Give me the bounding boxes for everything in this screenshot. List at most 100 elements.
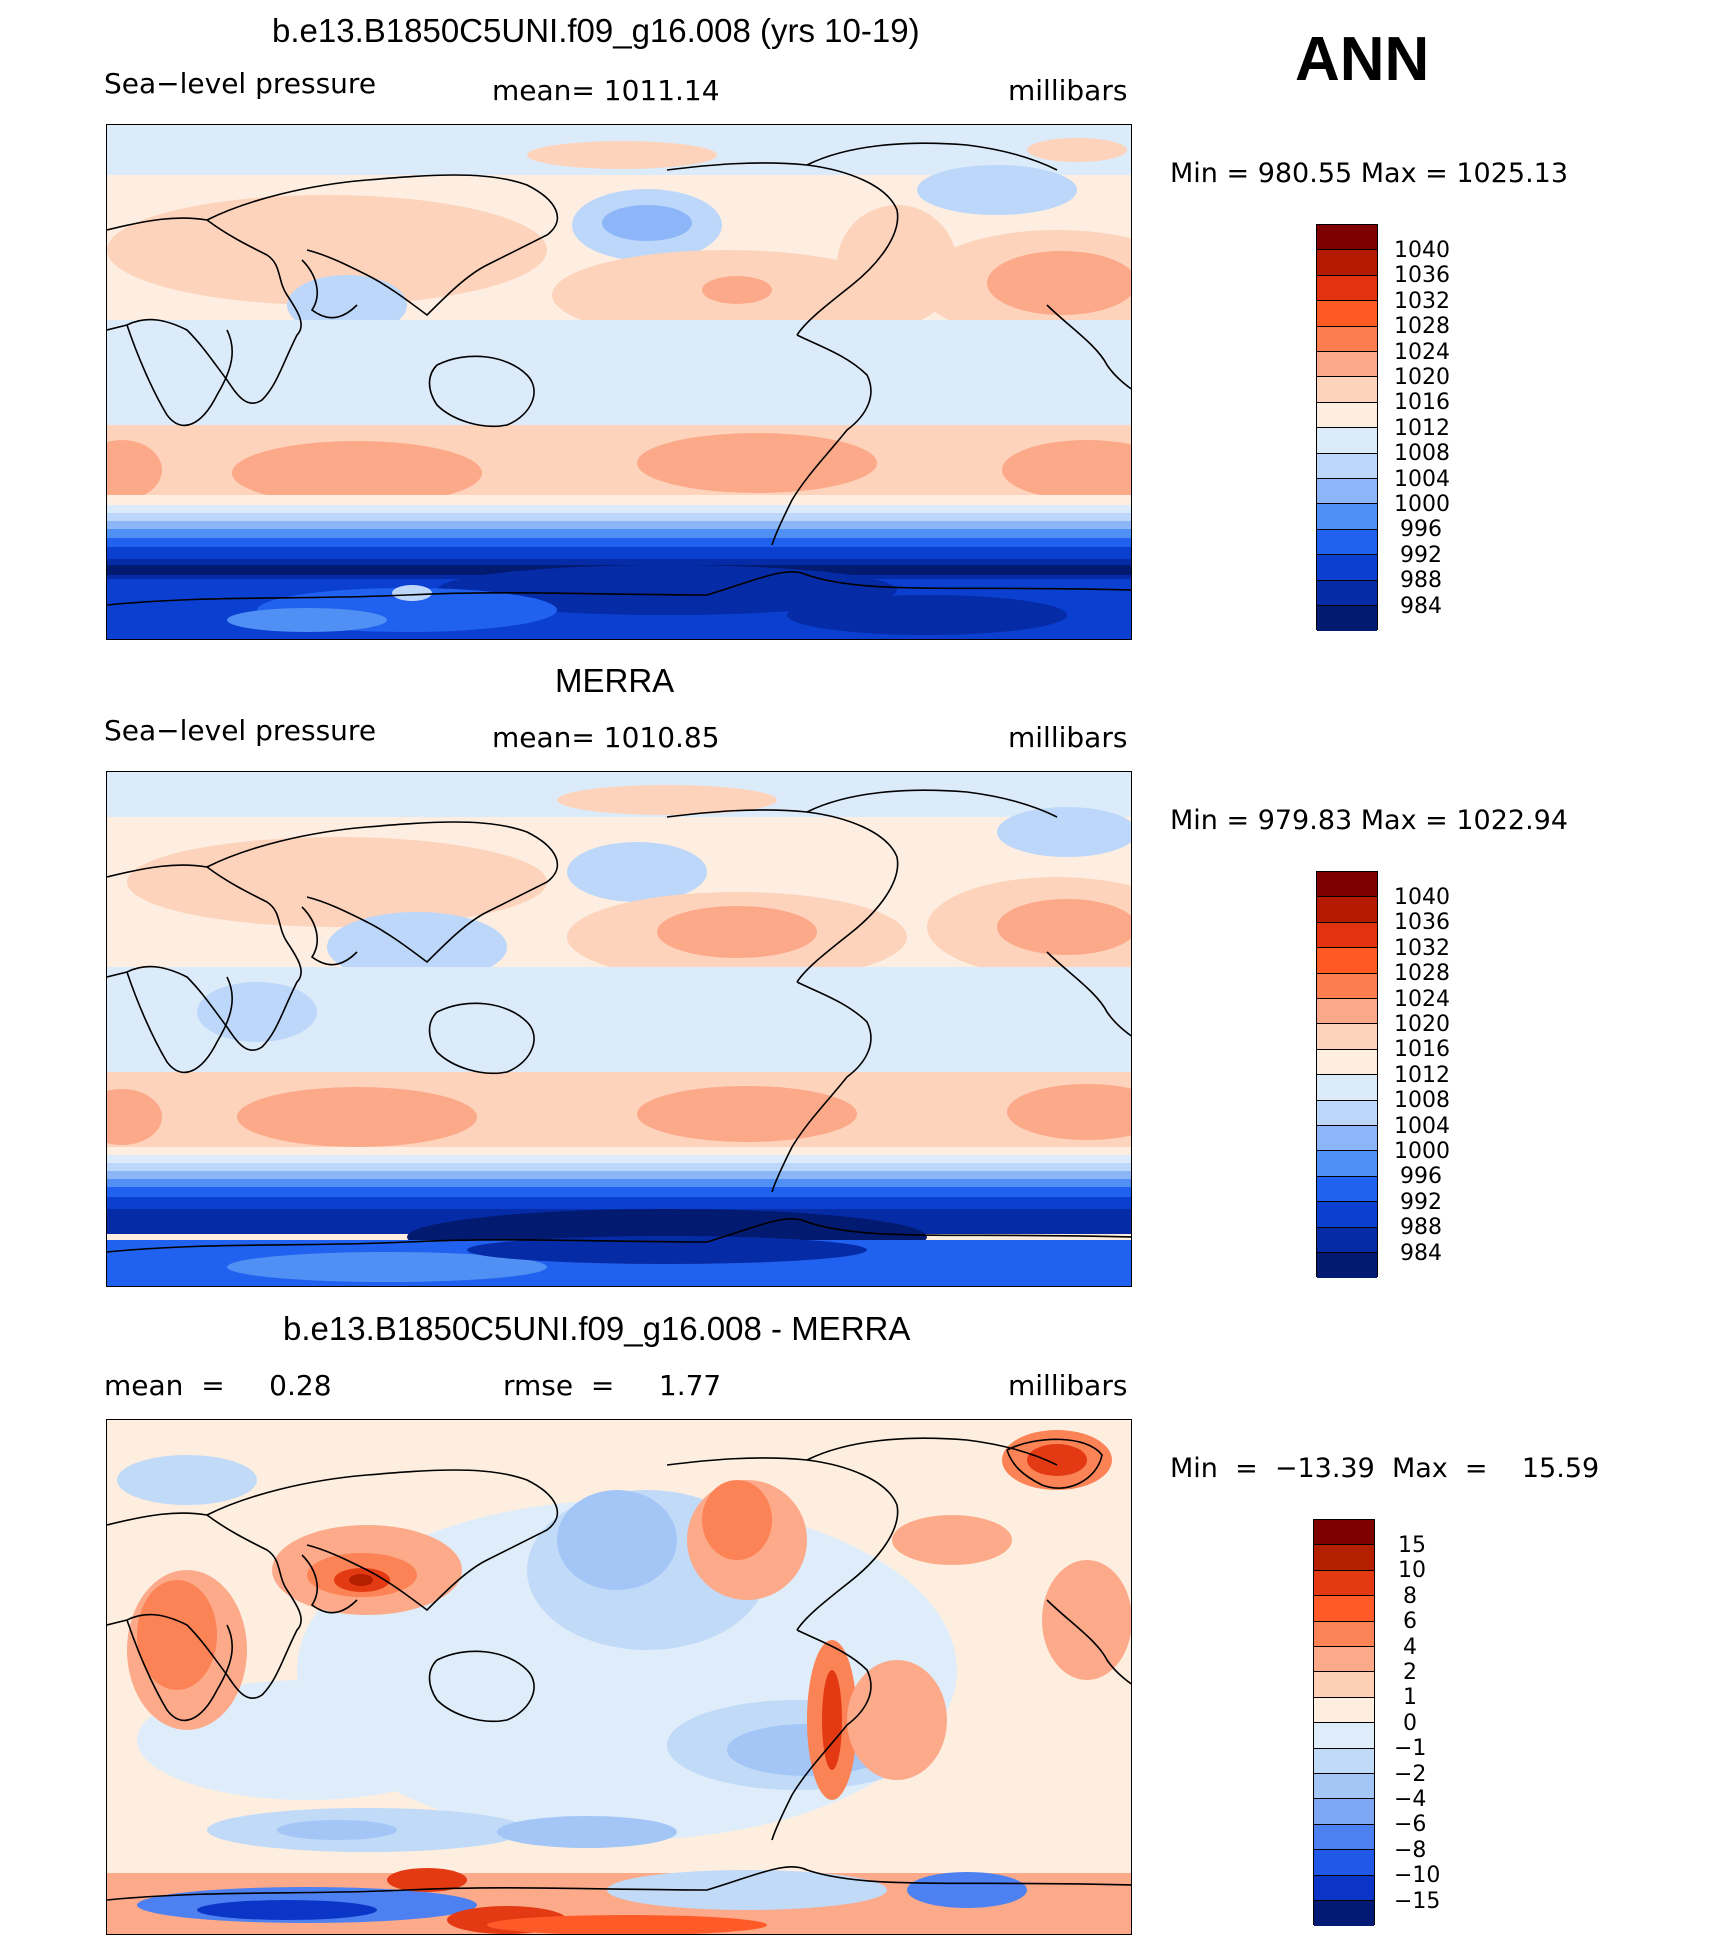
swatch (1317, 1227, 1377, 1253)
colorbar-label: 1032 (1394, 289, 1450, 314)
colorbar-label: 8 (1403, 1584, 1417, 1609)
swatch (1317, 1202, 1377, 1228)
swatch (1314, 1621, 1374, 1647)
swatch (1314, 1901, 1374, 1926)
colorbar-label: 0 (1403, 1711, 1417, 1736)
swatch (1317, 402, 1377, 429)
panel-2-field (107, 772, 1131, 1286)
swatch (1314, 1570, 1374, 1597)
swatch (1317, 275, 1377, 302)
panel-2-mean-label: mean= 1010.85 (492, 721, 720, 754)
swatch (1314, 1697, 1374, 1724)
panel-3-title: b.e13.B1850C5UNI.f09_g16.008 - MERRA (283, 1310, 911, 1347)
panel-1-title: b.e13.B1850C5UNI.f09_g16.008 (yrs 10-19) (272, 12, 920, 49)
panel-1-mean-label: mean= 1011.14 (492, 74, 720, 107)
swatch (1314, 1875, 1374, 1901)
swatch (1317, 922, 1377, 949)
swatch (1314, 1672, 1374, 1698)
panel-1-field (107, 125, 1131, 639)
colorbar-label: 1008 (1394, 1088, 1450, 1113)
colorbar-label: 992 (1400, 1190, 1442, 1215)
colorbar-label: −6 (1394, 1812, 1427, 1837)
panel-2-title: MERRA (555, 662, 675, 699)
panel-1-min-max: Min = 980.55 Max = 1025.13 (1170, 158, 1569, 189)
swatch (1317, 301, 1377, 327)
swatch (1317, 225, 1377, 251)
colorbar-label: −1 (1394, 1736, 1427, 1761)
swatch (1317, 428, 1377, 454)
panel-3-map (106, 1419, 1132, 1935)
swatch (1317, 453, 1377, 479)
swatch (1317, 606, 1377, 631)
swatch (1317, 377, 1377, 403)
swatch (1314, 1596, 1374, 1622)
panel-3-units-label: millibars (1008, 1369, 1128, 1402)
colorbar-label: −10 (1394, 1863, 1441, 1888)
colorbar-label: −8 (1394, 1838, 1427, 1863)
swatch (1317, 1075, 1377, 1101)
swatch (1314, 1545, 1374, 1571)
colorbar-label: 1028 (1394, 314, 1450, 339)
colorbar-label: 1004 (1394, 467, 1450, 492)
swatch (1317, 1024, 1377, 1050)
panel-1-map (106, 124, 1132, 640)
panel-2-map (106, 771, 1132, 1287)
swatch (1314, 1520, 1374, 1546)
colorbar-label: 1012 (1394, 1063, 1450, 1088)
panel-3-colorbar (1313, 1519, 1375, 1926)
colorbar-label: 1012 (1394, 416, 1450, 441)
panel-1-units-label: millibars (1008, 74, 1128, 107)
colorbar-label: 1008 (1394, 441, 1450, 466)
colorbar-label: 988 (1400, 568, 1442, 593)
panel-2-variable-label: Sea−level pressure (104, 714, 377, 747)
panel-1-variable-label: Sea−level pressure (104, 67, 377, 100)
colorbar-label: 1024 (1394, 987, 1450, 1012)
swatch (1317, 326, 1377, 352)
colorbar-label: 1036 (1394, 263, 1450, 288)
colorbar-label: −4 (1394, 1787, 1427, 1812)
colorbar-label: 984 (1400, 594, 1442, 619)
swatch (1317, 948, 1377, 974)
colorbar-label: 1000 (1394, 1139, 1450, 1164)
swatch (1317, 1049, 1377, 1076)
colorbar-label: 984 (1400, 1241, 1442, 1266)
swatch (1317, 479, 1377, 505)
colorbar-label: −15 (1394, 1889, 1441, 1914)
colorbar-label: 4 (1403, 1635, 1417, 1660)
colorbar-label: 996 (1400, 1164, 1442, 1189)
colorbar-label: 1040 (1394, 238, 1450, 263)
swatch (1317, 1253, 1377, 1278)
swatch (1314, 1748, 1374, 1774)
season-label: ANN (1295, 25, 1430, 94)
panel-2-units-label: millibars (1008, 721, 1128, 754)
panel-3-field (107, 1420, 1131, 1934)
swatch (1317, 1100, 1377, 1126)
colorbar-label: 1024 (1394, 340, 1450, 365)
colorbar-label: 1040 (1394, 885, 1450, 910)
swatch (1317, 504, 1377, 530)
colorbar-label: 1028 (1394, 961, 1450, 986)
colorbar-label: 996 (1400, 517, 1442, 542)
swatch (1317, 555, 1377, 581)
swatch (1317, 352, 1377, 378)
panel-3-rmse-label: rmse = 1.77 (503, 1369, 722, 1402)
colorbar-label: 1036 (1394, 910, 1450, 935)
colorbar-label: 10 (1398, 1558, 1426, 1583)
swatch (1317, 529, 1377, 556)
colorbar-label: 1016 (1394, 1037, 1450, 1062)
swatch (1317, 1126, 1377, 1152)
colorbar-label: 992 (1400, 543, 1442, 568)
swatch (1317, 250, 1377, 276)
swatch (1314, 1723, 1374, 1749)
colorbar-label: −2 (1394, 1762, 1427, 1787)
swatch (1317, 1151, 1377, 1177)
swatch (1314, 1799, 1374, 1825)
colorbar-label: 1 (1403, 1685, 1417, 1710)
colorbar-label: 1020 (1394, 1012, 1450, 1037)
swatch (1314, 1774, 1374, 1800)
colorbar-label: 988 (1400, 1215, 1442, 1240)
swatch (1317, 897, 1377, 923)
colorbar-label: 1000 (1394, 492, 1450, 517)
swatch (1317, 872, 1377, 898)
colorbar-label: 2 (1403, 1660, 1417, 1685)
